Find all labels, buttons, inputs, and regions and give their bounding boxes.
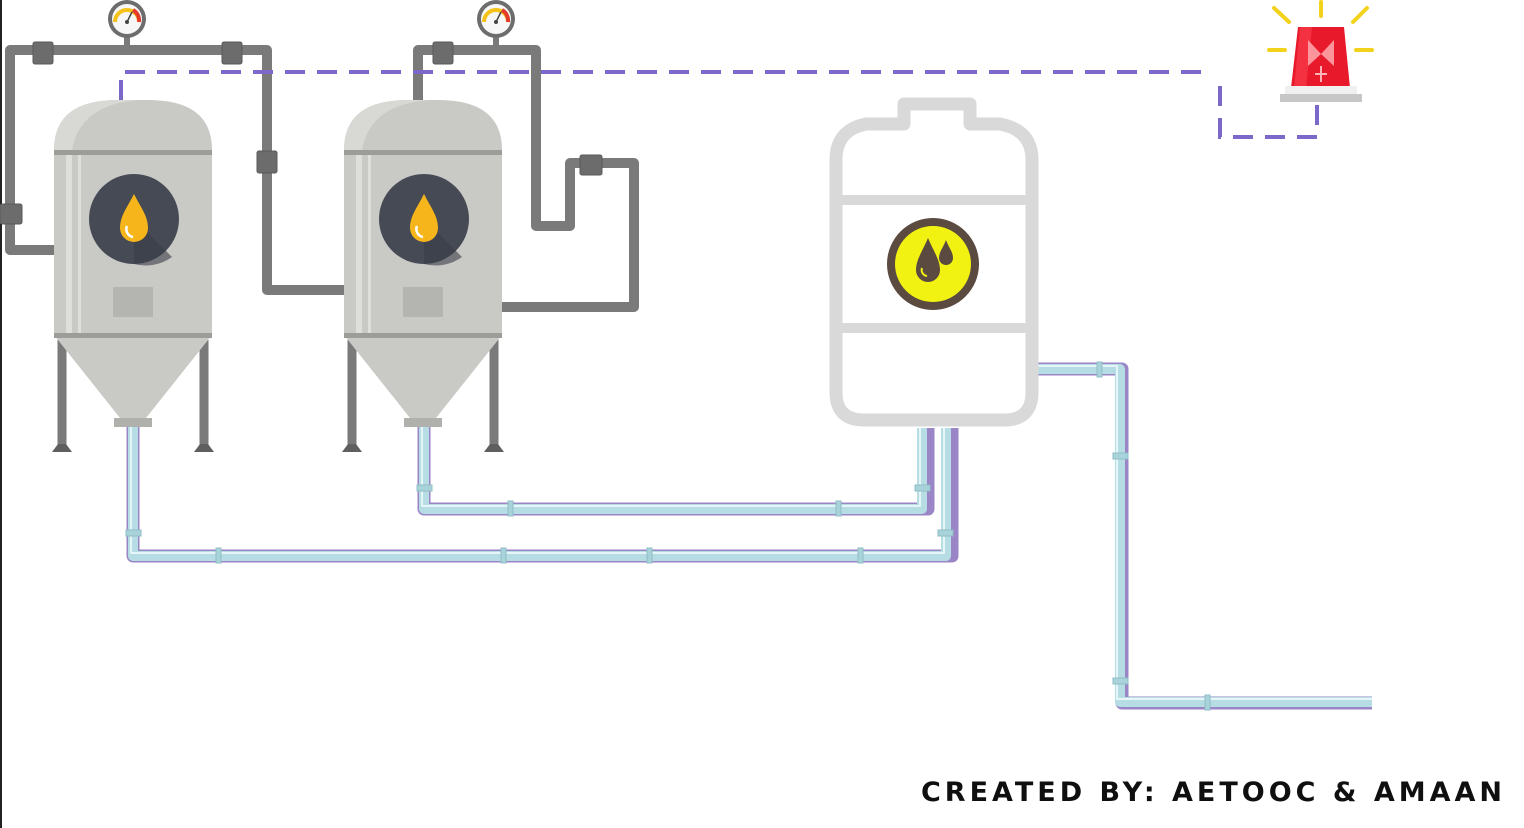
pipe-joint [1204, 694, 1211, 711]
oil-drops-icon [887, 218, 979, 310]
signal-line [119, 70, 1319, 139]
coupling [432, 41, 454, 65]
water-pipe-network [126, 362, 1372, 710]
pipe-storage-outlet [1038, 364, 1372, 707]
pipe-tank1-loop [5, 45, 344, 295]
pipe-joint [416, 484, 433, 492]
pipe-joint [646, 547, 653, 564]
pipe-joint [507, 500, 514, 517]
pipe-joint [937, 529, 954, 537]
credit-text: CREATED BY: AETOOC & AMAAN [920, 777, 1506, 808]
oil-drop-icon [89, 174, 179, 266]
coupling [256, 150, 278, 174]
pipe-joint [835, 500, 842, 517]
fermenter-tank-2 [342, 100, 504, 452]
storage-tank [829, 97, 1039, 427]
coupling [221, 41, 243, 65]
pipe-tank1-to-storage [128, 425, 951, 561]
fermenter-tank-1 [52, 100, 214, 452]
pipe-joint [914, 484, 931, 492]
oil-drop-icon [379, 174, 469, 266]
pipe-joint [1096, 361, 1103, 378]
pipe-joint [125, 529, 142, 537]
pressure-gauge-icon [477, 0, 515, 38]
coupling [579, 154, 603, 176]
pipe-tank2-loop [413, 45, 639, 312]
pipe-joint [500, 547, 507, 564]
pressure-gauge-icon [108, 0, 146, 38]
alarm-beacon-icon [1267, 0, 1374, 102]
pipe-joint [1112, 452, 1129, 460]
coupling [0, 203, 23, 225]
gray-pipe-couplings [0, 41, 603, 225]
coupling [32, 41, 54, 65]
pipe-joint [857, 547, 864, 564]
water-pipe-joints [125, 361, 1211, 711]
pipe-tank2-to-storage [419, 425, 927, 514]
pipe-joint [215, 547, 222, 564]
pipe-joint [1112, 677, 1129, 685]
